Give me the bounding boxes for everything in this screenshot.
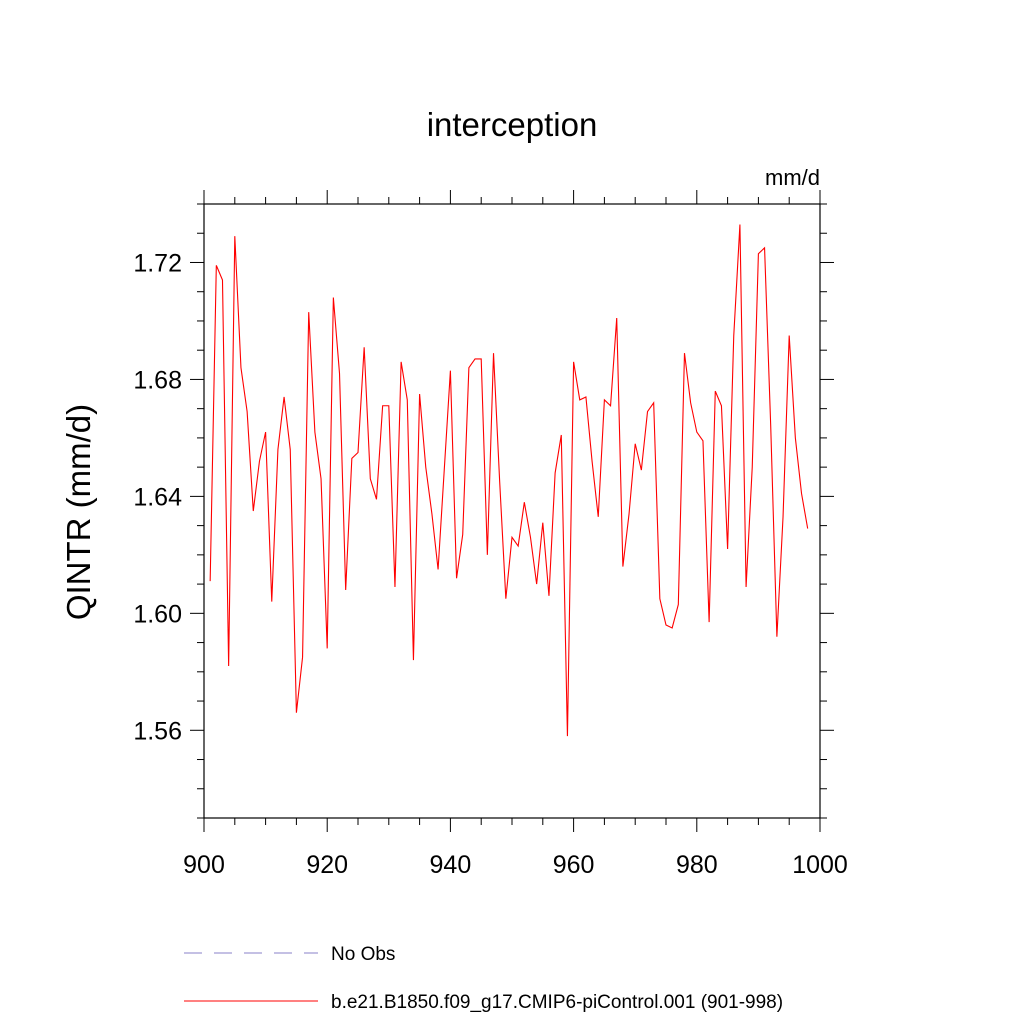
legend: No Obs b.e21.B1850.f09_g17.CMIP6-piContr… bbox=[184, 944, 783, 1013]
units-label: mm/d bbox=[765, 165, 820, 190]
y-axis-label: QINTR (mm/d) bbox=[60, 404, 97, 620]
plot-frame bbox=[203, 203, 821, 819]
y-tick-label: 1.56 bbox=[133, 717, 182, 745]
x-tick-label: 980 bbox=[676, 851, 718, 879]
x-tick-label: 920 bbox=[306, 851, 348, 879]
axis-ticks: 900 920 940 960 980 1000 1.56 1.60 1.64 1.68 1.72 bbox=[133, 190, 848, 879]
legend-label-no-obs: No Obs bbox=[331, 944, 395, 965]
y-tick-label: 1.68 bbox=[133, 366, 182, 394]
y-tick-label: 1.60 bbox=[133, 600, 182, 628]
x-tick-label: 960 bbox=[553, 851, 595, 879]
chart-title: interception bbox=[427, 106, 598, 143]
x-tick-label: 1000 bbox=[792, 851, 848, 879]
series-line bbox=[209, 224, 809, 737]
x-tick-label: 940 bbox=[430, 851, 472, 879]
series-layer bbox=[209, 224, 809, 737]
y-tick-label: 1.72 bbox=[133, 249, 182, 277]
legend-label-model: b.e21.B1850.f09_g17.CMIP6-piControl.001 … bbox=[331, 992, 783, 1013]
x-tick-label: 900 bbox=[183, 851, 225, 879]
y-tick-label: 1.64 bbox=[133, 483, 182, 511]
